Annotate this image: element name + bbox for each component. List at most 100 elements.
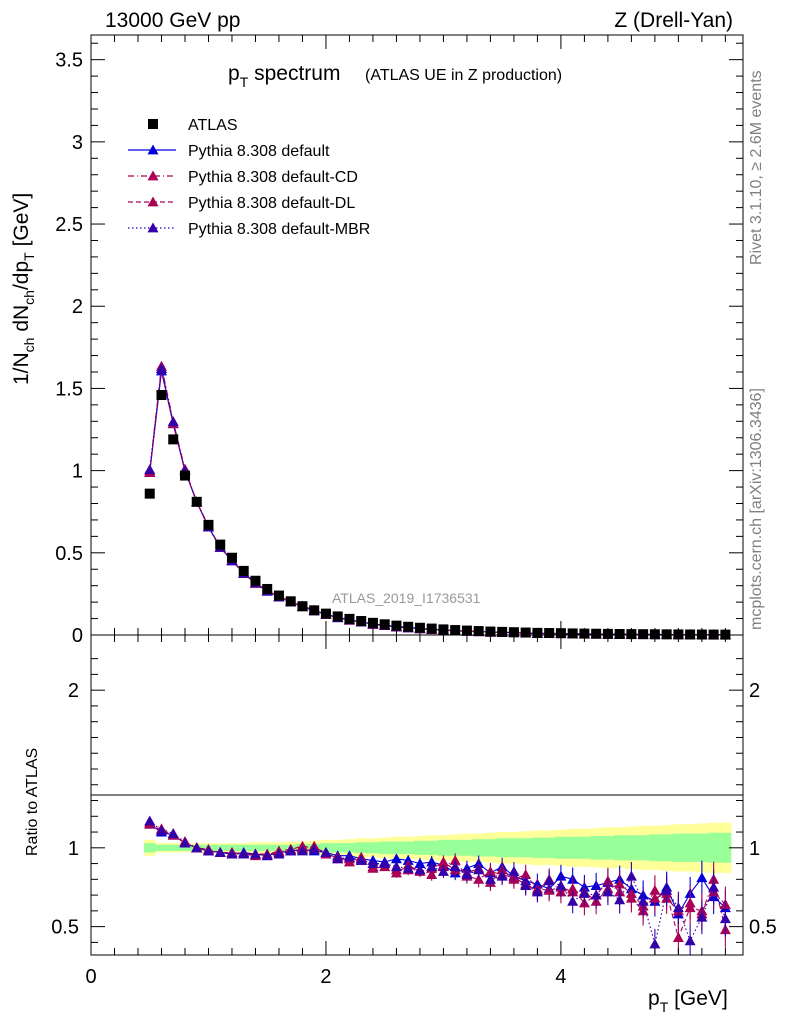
plot-subtitle: (ATLAS UE in Z production) <box>365 67 562 84</box>
marker-ratio-pythia-8-308-default-mbr-25 <box>437 865 449 876</box>
marker-ratio-pythia-8-308-default-mbr-3 <box>179 837 191 848</box>
y-tick-label-top: 0.5 <box>55 543 83 565</box>
marker-atlas-40 <box>614 629 625 640</box>
marker-ratio-pythia-8-308-default-dl-43 <box>649 892 661 903</box>
marker-ratio-pythia-8-308-default-mbr-16 <box>332 853 344 864</box>
x-tick-label: 2 <box>320 966 331 988</box>
marker-atlas-3 <box>179 470 190 481</box>
marker-atlas-34 <box>544 628 555 639</box>
y-axis-label-top: 1/Nch dNch/dpT [GeV] <box>10 193 37 385</box>
x-tick-label: 0 <box>85 966 96 988</box>
marker-atlas-26 <box>450 625 461 636</box>
y-tick-label-ratio-right: 1 <box>749 838 760 860</box>
marker-ratio-pythia-8-308-default-mbr-11 <box>273 848 285 859</box>
marker-atlas-20 <box>379 619 390 630</box>
marker-atlas-46 <box>685 629 696 640</box>
marker-ratio-pythia-8-308-default-dl-45 <box>672 932 684 943</box>
marker-ratio-pythia-8-308-default-mbr-28 <box>473 864 485 875</box>
legend-item-atlas: ATLAS <box>148 117 238 134</box>
marker-atlas-13 <box>297 601 308 612</box>
marker-ratio-pythia-8-308-default-mbr-8 <box>238 848 250 859</box>
marker-atlas-38 <box>591 628 602 639</box>
marker-ratio-pythia-8-308-default-mbr-40 <box>614 894 626 905</box>
legend: ATLAS Pythia 8.308 default Pythia 8.308 de… <box>128 117 370 238</box>
x-tick-label: 4 <box>555 966 566 988</box>
marker-ratio-pythia-8-308-default-mbr-15 <box>320 847 332 857</box>
y-tick-label-ratio: 0.5 <box>51 917 79 939</box>
marker-atlas-11 <box>273 590 284 601</box>
marker-ratio-pythia-8-308-default-mbr-20 <box>379 858 391 868</box>
marker-ratio-pythia-8-308-default-mbr-30 <box>496 870 508 881</box>
series-ratio-pythia-8-308-default-mbr <box>144 815 731 955</box>
marker-atlas-22 <box>403 621 414 632</box>
marker-atlas-44 <box>661 629 672 640</box>
x-axis-label: pT [GeV] <box>648 987 728 1015</box>
marker-ratio-pythia-8-308-default-mbr-42 <box>637 895 649 906</box>
marker-ratio-pythia-8-308-default-mbr-26 <box>449 861 461 872</box>
legend-label: Pythia 8.308 default-CD <box>188 169 358 186</box>
marker-ratio-pythia-8-308-default-mbr-49 <box>719 913 731 924</box>
y-axis-label-ratio: Ratio to ATLAS <box>24 748 41 856</box>
y-tick-label-ratio-right: 0.5 <box>749 917 777 939</box>
legend-marker <box>147 222 159 233</box>
y-tick-label-ratio: 1 <box>68 838 79 860</box>
legend-label: Pythia 8.308 default-DL <box>188 195 355 212</box>
marker-ratio-pythia-8-308-default-mbr-10 <box>261 850 273 861</box>
y-tick-label-top: 3.5 <box>55 50 83 72</box>
marker-ratio-pythia-8-308-default-mbr-12 <box>285 845 297 856</box>
marker-ratio-pythia-8-308-default-21 <box>390 853 402 864</box>
marker-ratio-pythia-8-308-default-mbr-45 <box>672 902 684 913</box>
marker-atlas-18 <box>356 616 367 627</box>
marker-atlas-9 <box>250 575 261 586</box>
marker-ratio-pythia-8-308-default-mbr-27 <box>461 869 473 880</box>
legend-marker-atlas <box>148 119 158 129</box>
y-tick-label-top: 0 <box>72 625 83 647</box>
marker-ratio-pythia-8-308-default-mbr-14 <box>308 843 320 854</box>
marker-atlas-36 <box>567 628 578 639</box>
legend-label: Pythia 8.308 default-MBR <box>188 221 370 238</box>
marker-ratio-pythia-8-308-default-mbr-9 <box>249 848 261 859</box>
ratio-band-inner <box>143 832 732 863</box>
marker-atlas-6 <box>215 539 226 550</box>
marker-ratio-pythia-8-308-default-mbr-6 <box>214 847 226 857</box>
marker-ratio-pythia-8-308-default-mbr-31 <box>508 865 520 876</box>
marker-atlas-15 <box>320 608 331 619</box>
marker-atlas-12 <box>285 596 296 607</box>
marker-ratio-pythia-8-308-default-mbr-41 <box>625 870 637 881</box>
marker-ratio-pythia-8-308-default-dl-40 <box>614 878 626 889</box>
header-left: 13000 GeV pp <box>105 9 240 32</box>
marker-ratio-pythia-8-308-default-mbr-19 <box>367 858 379 868</box>
marker-atlas-28 <box>473 626 484 637</box>
marker-ratio-pythia-8-308-default-mbr-34 <box>543 875 555 886</box>
marker-ratio-pythia-8-308-default-mbr-39 <box>602 886 614 897</box>
marker-ratio-pythia-8-308-default-47 <box>696 872 708 883</box>
ratio-panel-frame <box>90 634 744 956</box>
header-right: Z (Drell-Yan) <box>614 9 733 32</box>
marker-ratio-pythia-8-308-default-mbr-4 <box>191 842 203 853</box>
y-tick-label-top: 2.5 <box>55 214 83 236</box>
marker-ratio-pythia-8-308-default-mbr-38 <box>590 889 602 900</box>
marker-ratio-pythia-8-308-default-mbr-29 <box>484 873 496 884</box>
marker-ratio-pythia-8-308-default-dl-21 <box>390 867 402 878</box>
marker-ratio-pythia-8-308-default-mbr-46 <box>684 935 696 946</box>
legend-label: ATLAS <box>188 117 238 134</box>
marker-ratio-pythia-8-308-default-mbr-0 <box>144 815 156 826</box>
marker-ratio-pythia-8-308-default-mbr-13 <box>296 845 308 856</box>
marker-ratio-pythia-8-308-default-mbr-32 <box>520 880 532 891</box>
marker-ratio-pythia-8-308-default-mbr-37 <box>578 888 590 898</box>
marker-atlas-1 <box>156 390 167 400</box>
marker-atlas-24 <box>426 623 437 634</box>
y-tick-label-ratio: 2 <box>68 680 79 702</box>
y-tick-label-top: 1 <box>72 461 83 483</box>
legend-marker <box>147 144 159 155</box>
legend-item-pythia-8-308-default: Pythia 8.308 default <box>128 143 330 160</box>
marker-atlas-0 <box>144 488 155 499</box>
marker-ratio-pythia-8-308-default-mbr-7 <box>226 848 238 859</box>
marker-ratio-pythia-8-308-default-mbr-44 <box>661 884 673 895</box>
marker-ratio-pythia-8-308-default-mbr-36 <box>567 895 579 906</box>
marker-ratio-pythia-8-308-default-dl-25 <box>437 856 449 867</box>
marker-ratio-pythia-8-308-default-mbr-17 <box>343 851 355 862</box>
marker-ratio-pythia-8-308-default-mbr-35 <box>555 880 567 891</box>
marker-ratio-pythia-8-308-default-mbr-1 <box>155 824 167 835</box>
